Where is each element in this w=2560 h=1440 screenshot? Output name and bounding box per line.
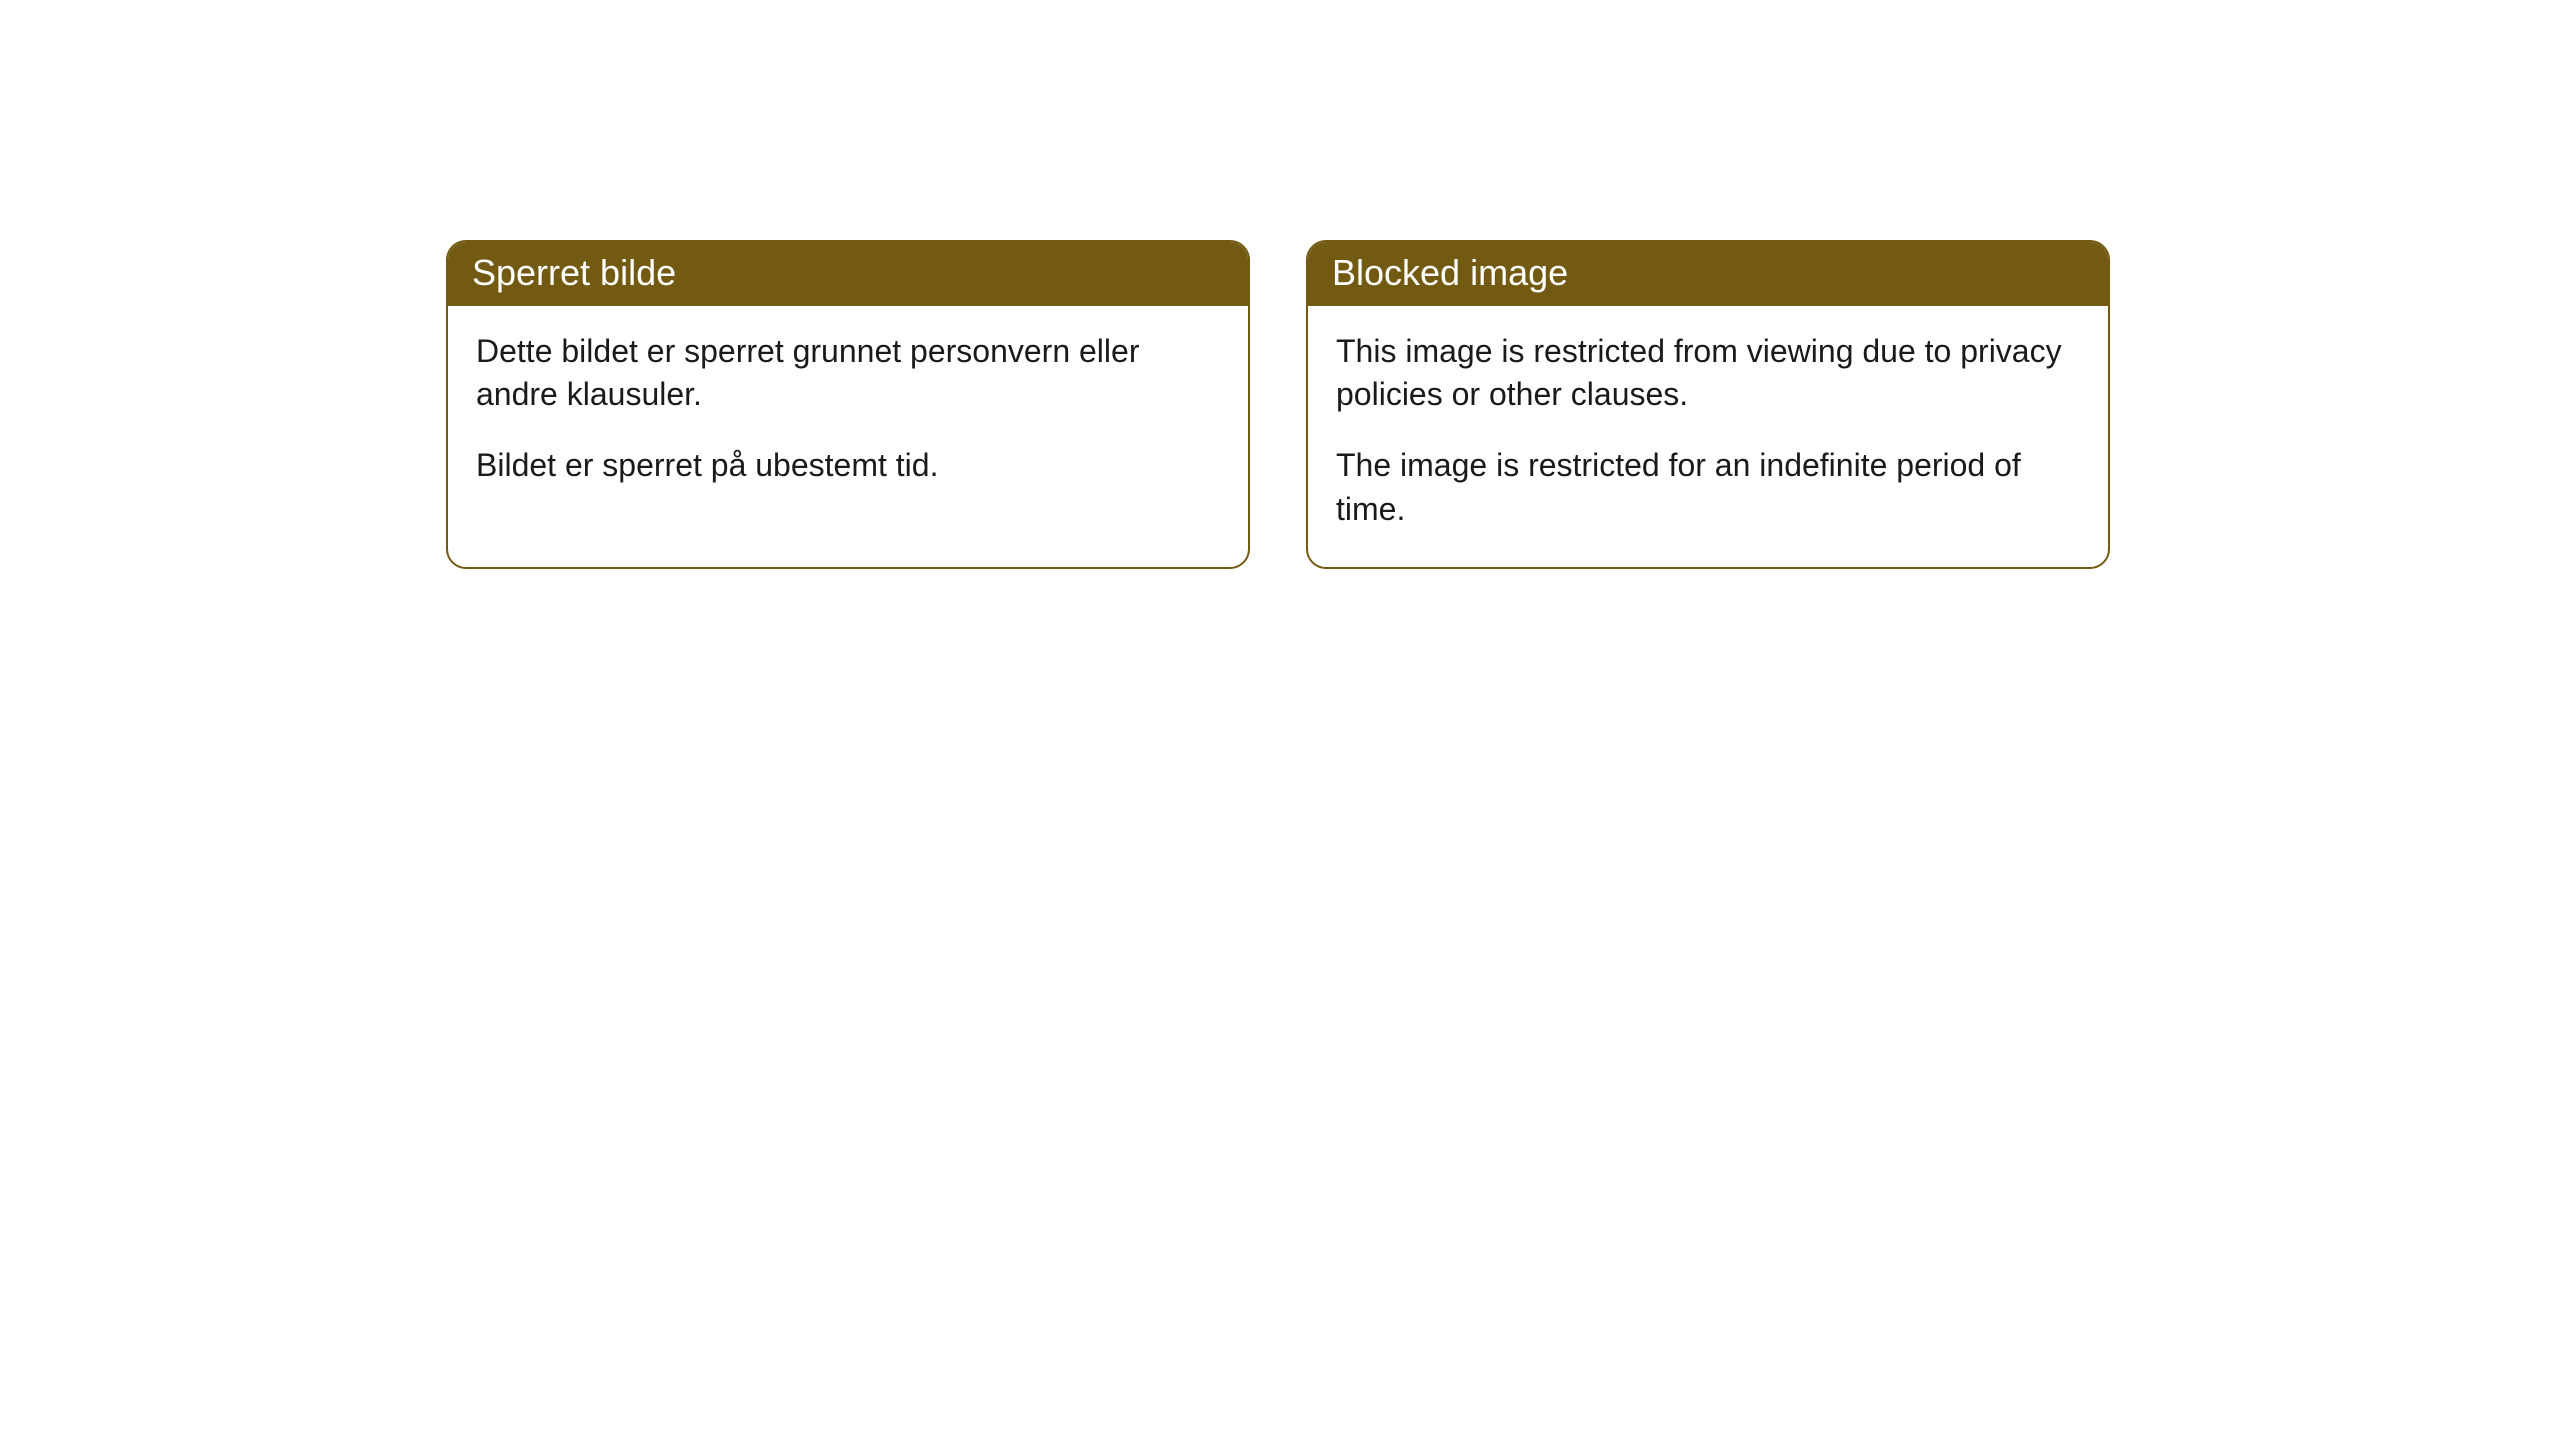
card-paragraph: The image is restricted for an indefinit… xyxy=(1336,444,2080,530)
card-title: Sperret bilde xyxy=(472,252,676,293)
card-paragraph: Bildet er sperret på ubestemt tid. xyxy=(476,444,1220,487)
card-paragraph: Dette bildet er sperret grunnet personve… xyxy=(476,330,1220,416)
notice-card-norwegian: Sperret bilde Dette bildet er sperret gr… xyxy=(446,240,1250,569)
card-title: Blocked image xyxy=(1332,252,1568,293)
card-header: Sperret bilde xyxy=(448,242,1248,306)
notice-card-english: Blocked image This image is restricted f… xyxy=(1306,240,2110,569)
card-body: Dette bildet er sperret grunnet personve… xyxy=(448,306,1248,524)
card-body: This image is restricted from viewing du… xyxy=(1308,306,2108,567)
card-paragraph: This image is restricted from viewing du… xyxy=(1336,330,2080,416)
card-header: Blocked image xyxy=(1308,242,2108,306)
notice-cards-container: Sperret bilde Dette bildet er sperret gr… xyxy=(446,240,2110,569)
